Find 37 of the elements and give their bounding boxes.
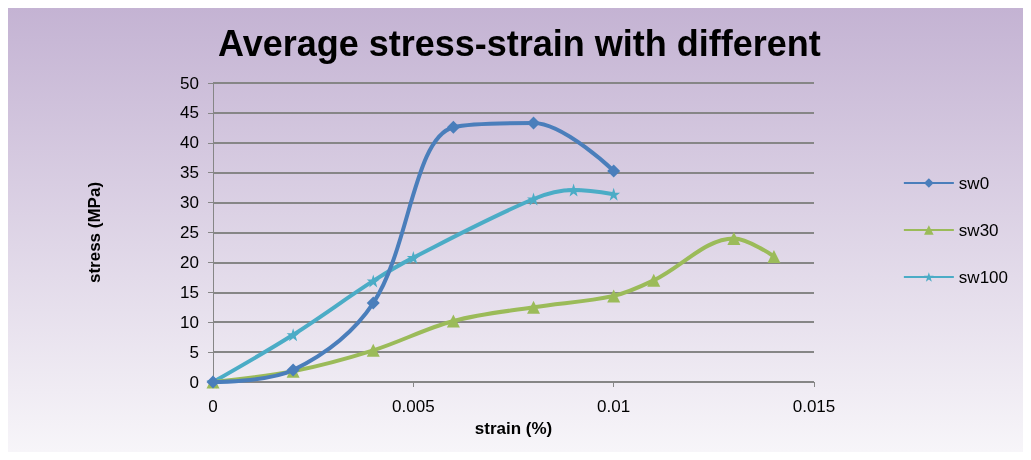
point — [607, 289, 621, 303]
y-tick-label: 0 — [189, 372, 199, 392]
point — [366, 274, 380, 288]
y-tick-label: 35 — [180, 163, 199, 183]
y-tick-label: 25 — [180, 223, 199, 242]
x-tick-label: 0.005 — [392, 397, 435, 416]
point — [446, 314, 460, 328]
point — [607, 187, 621, 201]
x-axis-title: strain (%) — [474, 418, 553, 438]
y-tick-label: 40 — [180, 133, 199, 153]
point — [727, 231, 741, 245]
point — [446, 120, 460, 134]
x-tick-label: 0 — [208, 397, 218, 416]
point — [527, 116, 541, 130]
legend-label: sw100 — [958, 267, 1008, 287]
point — [406, 251, 420, 265]
point — [366, 343, 380, 357]
point — [647, 273, 661, 287]
legend-label: sw30 — [958, 220, 999, 240]
y-axis-title: stress (MPa) — [85, 181, 104, 284]
y-tick-label: 45 — [180, 103, 199, 123]
y-tick-label: 10 — [180, 312, 199, 332]
chart-title: Average stress-strain with different — [218, 22, 821, 64]
y-tick-label: 50 — [180, 73, 199, 93]
y-tick-label: 30 — [180, 193, 199, 213]
legend-label: sw0 — [958, 173, 990, 193]
point — [286, 328, 300, 342]
point — [527, 300, 541, 314]
point — [607, 164, 621, 178]
point — [767, 249, 781, 263]
point — [567, 183, 581, 197]
x-tick-label: 0.01 — [597, 397, 631, 416]
x-tick-label: 0.015 — [792, 397, 836, 416]
y-tick-label: 5 — [189, 342, 199, 362]
point — [366, 296, 380, 310]
y-tick-label: 20 — [180, 252, 199, 272]
y-tick-label: 15 — [180, 282, 199, 302]
